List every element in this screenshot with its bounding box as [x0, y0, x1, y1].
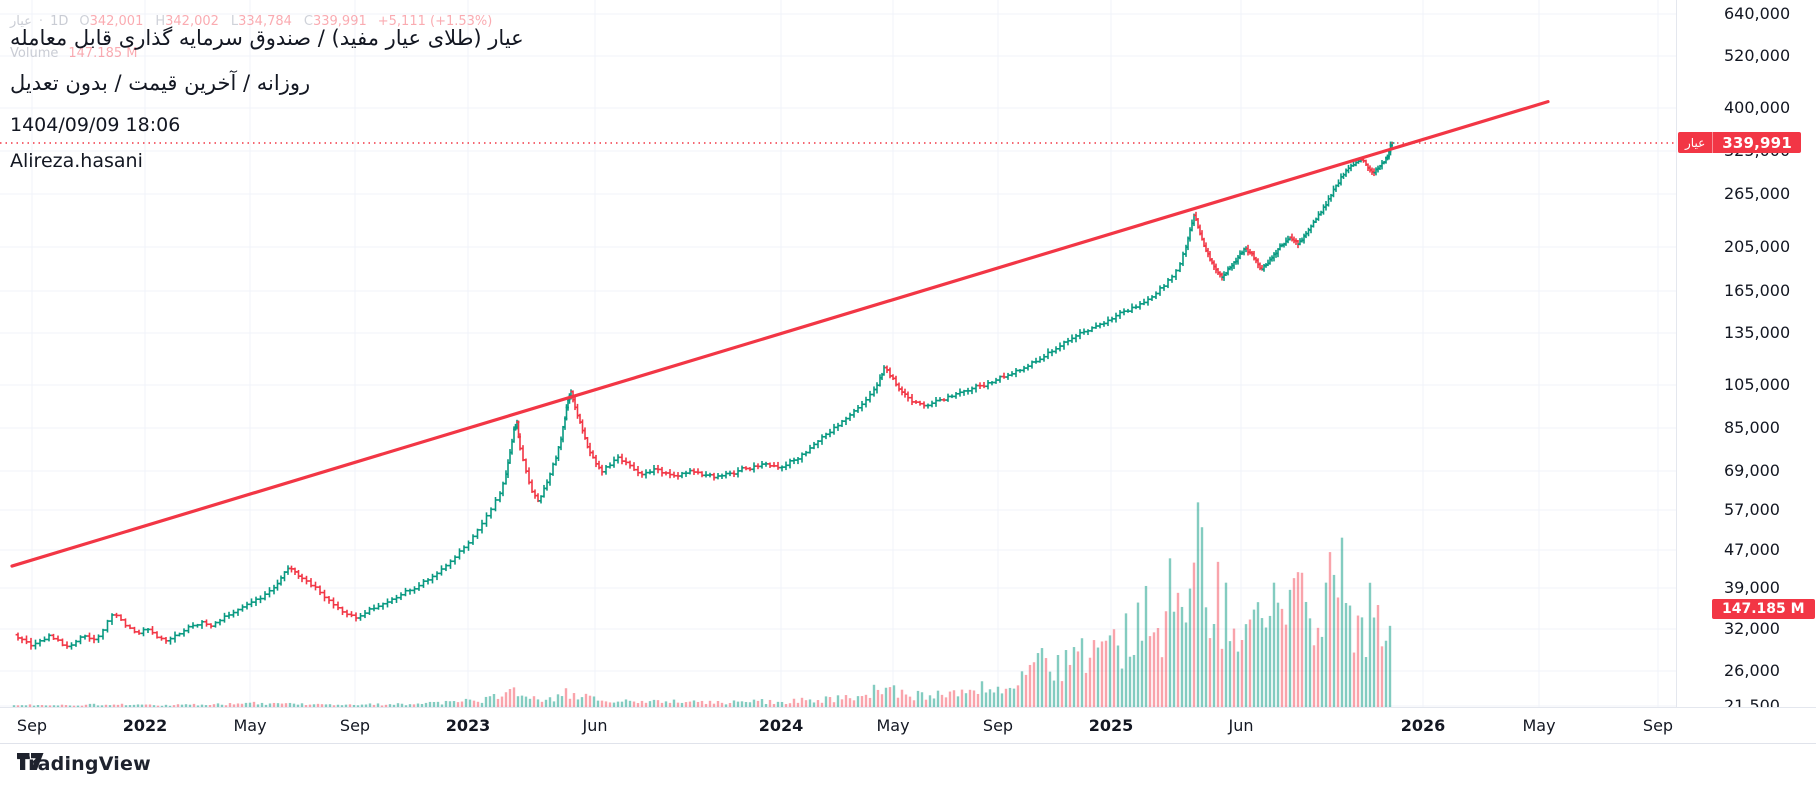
- time-tick-label: 2024: [758, 716, 804, 735]
- time-tick-label: May: [233, 716, 267, 735]
- watermark-author: Alireza.hasani: [10, 149, 143, 172]
- symbol-watermark: عیار (طلای عیار مفید) / صندوق سرمایه گذا…: [10, 24, 524, 172]
- legend-ohlc: O342,001 H342,002 L334,784 C339,991: [75, 14, 366, 29]
- price-tick-label: 85,000: [1724, 418, 1780, 437]
- legend-ohlc-row: عیار · 1D O342,001 H342,002 L334,784 C339,9…: [10, 14, 492, 29]
- time-tick-label: 2025: [1088, 716, 1134, 735]
- volume-badge-value: 147.185 M: [1722, 601, 1805, 617]
- price-tick-label: 520,000: [1724, 46, 1791, 65]
- legend-ohlc-item: L334,784: [230, 14, 292, 29]
- time-scale[interactable]: Sep 2022 May Sep 2023 Jun 2024 May Sep 2025 Jun 202…: [0, 707, 1816, 744]
- legend-separator: ·: [38, 14, 44, 29]
- price-pane[interactable]: [0, 0, 1816, 742]
- badge-symbol-label: عیار: [1678, 132, 1714, 153]
- tradingview-logo-icon: [17, 753, 44, 770]
- time-tick-label: Sep: [1642, 716, 1674, 735]
- badge-price-value: 339,991: [1722, 133, 1792, 152]
- time-tick-label: Sep: [982, 716, 1014, 735]
- price-tick-label: 135,000: [1724, 323, 1791, 342]
- grid: [0, 0, 1676, 707]
- time-tick-label: May: [1522, 716, 1556, 735]
- watermark-subtitle: روزانه / آخرین قیمت / بدون تعدیل: [10, 71, 311, 96]
- legend-volume-row: Volume 147.185 M: [10, 46, 492, 61]
- volume-bars: [12, 502, 1392, 707]
- price-tick-label: 39,000: [1724, 578, 1780, 597]
- time-tick-label: May: [876, 716, 910, 735]
- price-tick-label: 57,000: [1724, 500, 1780, 519]
- time-tick-label: Sep: [16, 716, 48, 735]
- legend: عیار · 1D O342,001 H342,002 L334,784 C339,9…: [10, 14, 492, 61]
- time-tick-label: 2026: [1400, 716, 1446, 735]
- time-tick-label: Jun: [1228, 716, 1254, 735]
- time-tick-label: 2022: [122, 716, 168, 735]
- price-tick-label: 205,000: [1724, 237, 1791, 256]
- tradingview-logo-text: TradingView: [17, 753, 151, 775]
- price-bars: [15, 141, 1395, 650]
- watermark-title: عیار (طلای عیار مفید) / صندوق سرمایه گذا…: [10, 26, 524, 50]
- price-tick-label: 165,000: [1724, 281, 1791, 300]
- price-tick-label: 47,000: [1724, 540, 1780, 559]
- legend-symbol: عیار: [10, 14, 32, 29]
- legend-interval[interactable]: 1D: [50, 14, 69, 29]
- price-tick-label: 69,000: [1724, 461, 1780, 480]
- last-price-badge: عیار 339,991: [1678, 132, 1801, 153]
- time-tick-label: 2023: [445, 716, 491, 735]
- legend-ohlc-item: H342,002: [155, 14, 219, 29]
- price-tick-label: 105,000: [1724, 375, 1791, 394]
- watermark-datetime: 1404/09/09 18:06: [10, 113, 181, 136]
- price-tick-label: 32,000: [1724, 619, 1780, 638]
- price-tick-label: 400,000: [1724, 98, 1791, 117]
- legend-volume-label: Volume: [10, 46, 59, 61]
- trendline[interactable]: [10, 100, 1550, 568]
- legend-ohlc-item: O342,001: [79, 14, 144, 29]
- price-tick-label: 640,000: [1724, 4, 1791, 23]
- time-tick-label: Jun: [582, 716, 608, 735]
- tradingview-logo[interactable]: TradingView: [17, 753, 151, 775]
- price-tick-label: 265,000: [1724, 184, 1791, 203]
- volume-badge: 147.185 M: [1712, 599, 1815, 619]
- price-tick-label: 26,000: [1724, 661, 1780, 680]
- time-tick-label: Sep: [339, 716, 371, 735]
- legend-ohlc-item: C339,991: [303, 14, 367, 29]
- legend-volume-value: 147.185 M: [68, 46, 138, 61]
- legend-change: +5,111 (+1.53%): [377, 14, 493, 29]
